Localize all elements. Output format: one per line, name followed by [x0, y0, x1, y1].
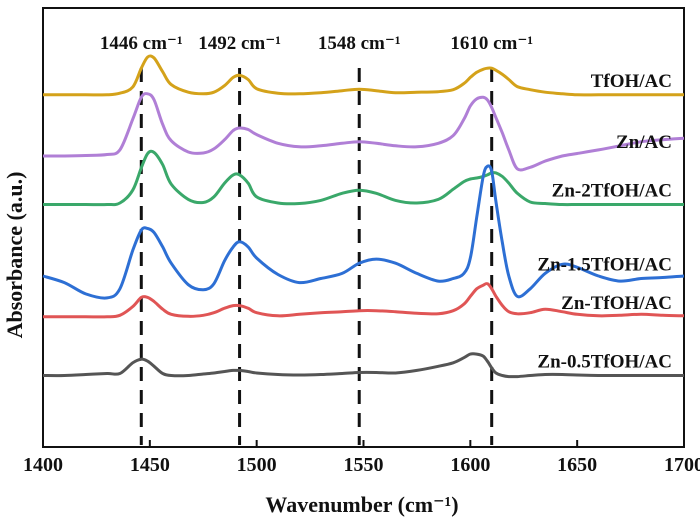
series-label: TfOH/AC — [591, 71, 672, 92]
series-line — [42, 352, 684, 379]
series-lines — [42, 54, 685, 379]
series-label: Zn-TfOH/AC — [561, 293, 672, 314]
x-axis-title: Wavenumber (cm⁻¹) — [265, 492, 458, 517]
series-line — [42, 164, 685, 300]
series-label: Zn-1.5TfOH/AC — [537, 255, 672, 276]
x-tick-label: 1400 — [23, 454, 63, 476]
series-label: Zn-2TfOH/AC — [552, 181, 672, 202]
series-line — [43, 149, 684, 207]
series-labels: TfOH/AC Zn/AC Zn-2TfOH/AC Zn-1.5TfOH/AC Zn-T… — [537, 71, 672, 373]
series-label: Zn-0.5TfOH/AC — [537, 352, 672, 373]
x-tick-label: 1550 — [344, 454, 384, 476]
x-tick-label: 1600 — [450, 454, 490, 476]
series-line — [42, 92, 685, 172]
axes: 1400 1450 1500 1550 1600 1650 1700 — [23, 7, 700, 476]
peak-label: 1548 cm⁻¹ — [318, 33, 401, 54]
peak-guides: 1446 cm⁻¹ 1492 cm⁻¹ 1548 cm⁻¹ 1610 cm⁻¹ — [100, 33, 533, 445]
y-axis-title: Absorbance (a.u.) — [2, 172, 27, 339]
peak-label: 1446 cm⁻¹ — [100, 33, 183, 54]
peak-label: 1492 cm⁻¹ — [198, 33, 281, 54]
x-tick-label: 1650 — [557, 454, 597, 476]
series-line — [43, 54, 684, 97]
x-tick-label: 1450 — [130, 454, 170, 476]
series-line — [43, 282, 685, 319]
x-tick-label: 1500 — [237, 454, 277, 476]
x-tick-label: 1700 — [664, 454, 700, 476]
series-label: Zn/AC — [616, 132, 672, 153]
peak-label: 1610 cm⁻¹ — [450, 33, 533, 54]
